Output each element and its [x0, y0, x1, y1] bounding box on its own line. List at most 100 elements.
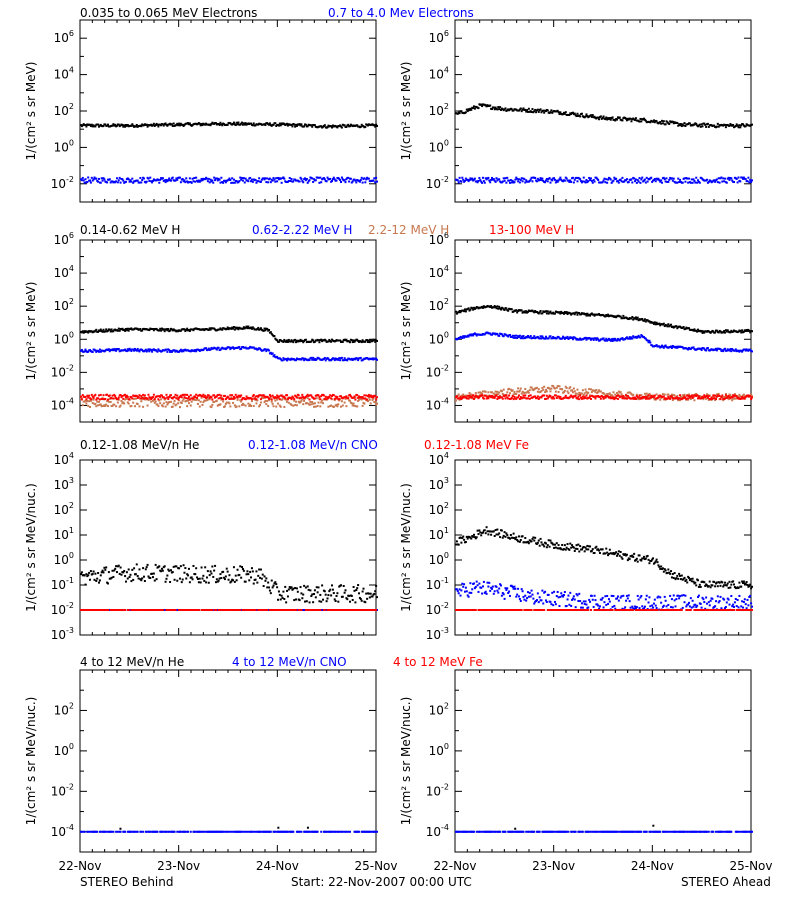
data-point [489, 104, 492, 107]
data-point [150, 398, 153, 401]
data-point [92, 570, 95, 573]
data-point [167, 398, 170, 401]
data-point [129, 179, 132, 182]
data-point [657, 177, 660, 180]
data-point [355, 589, 358, 592]
data-point [173, 578, 176, 581]
data-point [327, 340, 330, 343]
data-point [724, 396, 727, 399]
data-point [136, 347, 139, 350]
data-point [116, 401, 119, 404]
data-point [208, 574, 211, 577]
data-point [368, 596, 371, 599]
data-point [612, 179, 615, 182]
data-point [161, 123, 164, 126]
data-point [489, 181, 492, 184]
data-point [242, 122, 245, 125]
data-point [286, 359, 289, 362]
data-point [644, 337, 647, 340]
data-point [543, 111, 546, 114]
data-point [259, 404, 262, 407]
data-point [106, 582, 109, 585]
data-point [276, 394, 279, 397]
data-point [299, 400, 302, 403]
data-point [135, 563, 138, 566]
data-point [678, 181, 681, 184]
data-point [289, 402, 292, 405]
data-point [555, 396, 558, 399]
data-point [295, 587, 298, 590]
data-point [356, 405, 359, 408]
data-point [107, 348, 110, 351]
data-point [693, 123, 696, 126]
data-point [598, 389, 601, 392]
data-point [588, 388, 591, 391]
data-point [238, 405, 241, 408]
data-point [727, 395, 730, 398]
data-point [485, 105, 488, 108]
data-point [134, 397, 137, 400]
data-point [360, 398, 363, 401]
data-point [123, 402, 126, 405]
data-point [290, 586, 293, 589]
data-point [156, 123, 159, 126]
data-point [487, 176, 490, 179]
data-point [350, 402, 353, 405]
y-tick-label: 10-2 [51, 175, 74, 191]
data-point [500, 390, 503, 393]
data-point [481, 392, 484, 395]
data-point [172, 565, 175, 568]
data-point [100, 177, 103, 180]
data-point [489, 332, 492, 335]
data-point [299, 176, 302, 179]
data-point [593, 314, 596, 317]
data-point [132, 348, 135, 351]
data-point [200, 123, 203, 126]
data-point [676, 121, 679, 124]
data-point [498, 334, 501, 337]
data-point [636, 316, 639, 319]
data-point [371, 340, 374, 343]
data-point [706, 396, 709, 399]
data-point [223, 394, 226, 397]
data-point [294, 338, 297, 341]
data-point [696, 394, 699, 397]
data-point [748, 181, 751, 184]
data-point [182, 350, 185, 353]
data-point [124, 396, 127, 399]
data-point [276, 180, 279, 183]
data-point [94, 125, 97, 128]
data-point [86, 400, 89, 403]
y-tick-label: 10-2 [426, 175, 449, 191]
data-point [182, 564, 185, 567]
data-point [184, 393, 187, 396]
data-point [353, 395, 356, 398]
data-point [602, 397, 605, 400]
data-point [616, 393, 619, 396]
data-point [677, 398, 680, 401]
data-point [535, 180, 538, 183]
data-point [334, 599, 337, 602]
data-point [558, 113, 561, 116]
data-point [356, 124, 359, 127]
data-point [285, 340, 288, 343]
data-point [589, 394, 592, 397]
data-point [301, 393, 304, 396]
data-point [340, 584, 343, 587]
data-point [687, 397, 690, 400]
data-point [106, 405, 109, 408]
data-point [156, 403, 159, 406]
data-point [287, 401, 290, 404]
data-point [653, 121, 656, 124]
data-point [321, 399, 324, 402]
data-point [201, 179, 204, 182]
data-point [222, 398, 225, 401]
data-point [117, 347, 120, 350]
data-point [98, 579, 101, 582]
data-point [99, 123, 102, 126]
data-point [274, 399, 277, 402]
data-point [95, 328, 98, 331]
data-point [227, 396, 230, 399]
data-point [716, 122, 719, 125]
